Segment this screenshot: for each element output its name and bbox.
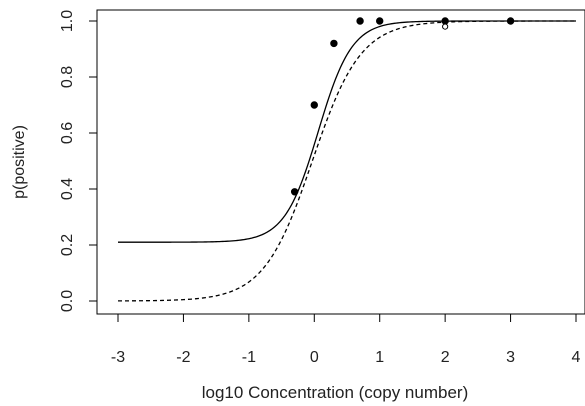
open-data-point	[442, 23, 449, 30]
plot-frame	[96, 9, 585, 315]
data-points	[290, 17, 515, 196]
fitted-curves	[117, 20, 576, 302]
y-tick-label: 0.8	[59, 66, 76, 88]
x-tick-label: -3	[111, 349, 125, 366]
x-tick-label: 2	[441, 349, 450, 366]
y-axis: 0.0 0.2 0.4 0.6 0.8 1.0	[59, 10, 98, 312]
x-tick-label: 3	[506, 349, 515, 366]
y-tick-label: 0.6	[59, 122, 76, 144]
x-tick-label: -1	[242, 349, 256, 366]
filled-data-point	[310, 101, 318, 109]
y-axis-label: p(positive)	[11, 125, 28, 199]
y-tick-label: 0.0	[59, 290, 76, 312]
filled-data-point	[330, 39, 338, 48]
filled-data-point	[441, 17, 449, 25]
filled-data-point	[290, 188, 299, 196]
filled-data-point	[376, 17, 384, 25]
dashed-fit-line	[117, 20, 576, 302]
y-tick-label: 1.0	[59, 10, 76, 32]
x-axis: -3 -2 -1 0 1 2 3 4	[111, 313, 581, 366]
x-tick-label: 4	[572, 349, 581, 366]
x-tick-label: 0	[310, 349, 319, 366]
filled-data-point	[356, 17, 364, 25]
filled-data-point	[506, 17, 515, 25]
x-tick-label: -2	[176, 349, 190, 366]
x-axis-label: log10 Concentration (copy number)	[202, 383, 468, 402]
solid-fit-line	[118, 20, 576, 243]
y-tick-label: 0.2	[59, 234, 76, 256]
x-tick-label: 1	[375, 349, 384, 366]
y-tick-label: 0.4	[59, 178, 76, 200]
